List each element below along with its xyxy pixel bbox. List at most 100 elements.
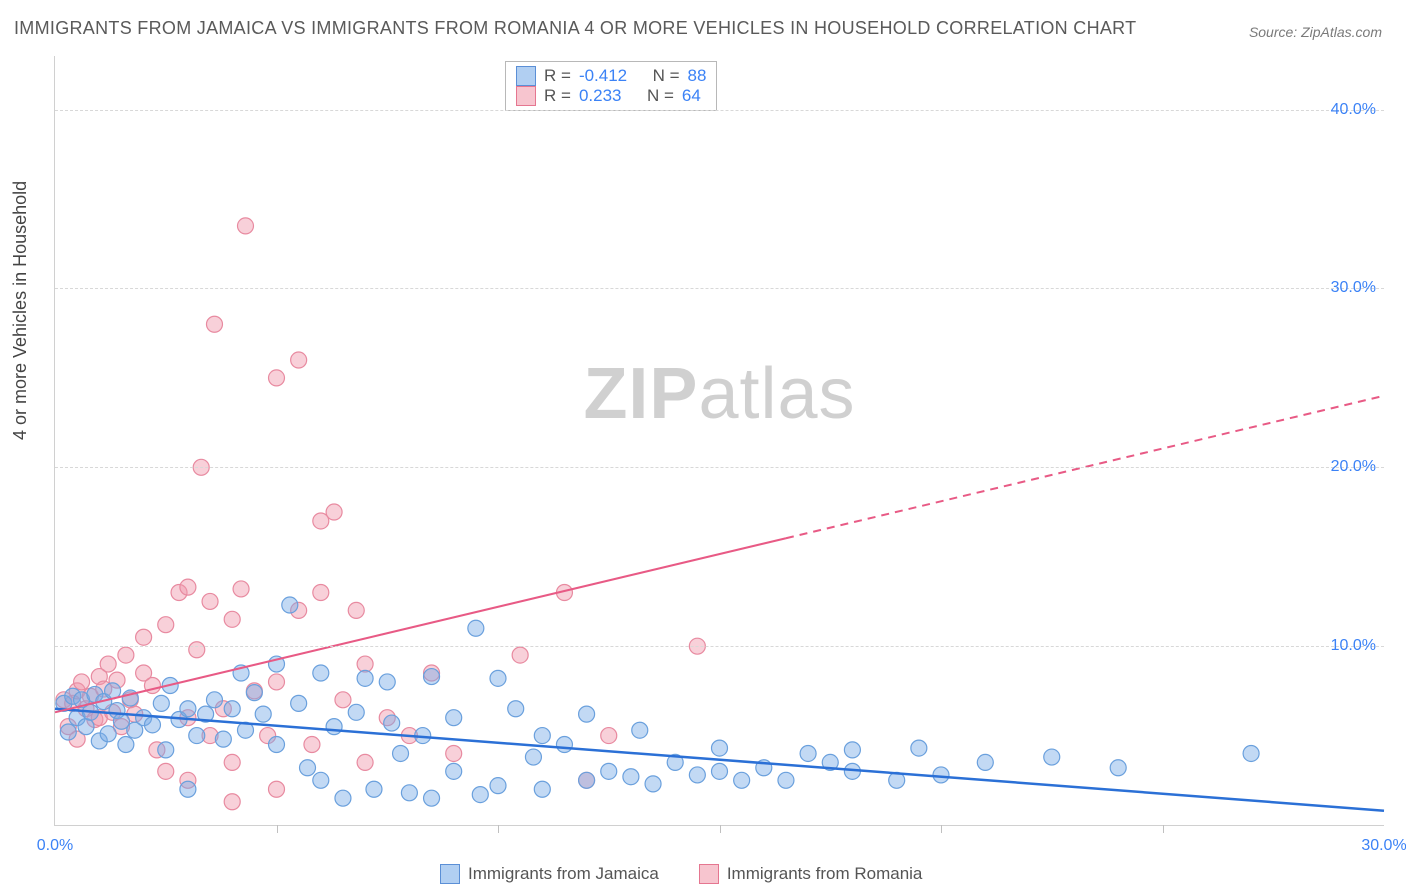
jamaica-point: [118, 737, 134, 753]
romania-point: [237, 218, 253, 234]
jamaica-point: [180, 781, 196, 797]
gridline: [55, 467, 1384, 468]
jamaica-point: [712, 740, 728, 756]
plot-area: ZIPatlas R = -0.412 N = 88 R = 0.233 N =…: [54, 56, 1384, 826]
jamaica-point: [534, 781, 550, 797]
romania-point: [136, 629, 152, 645]
romania-point: [158, 763, 174, 779]
jamaica-point: [778, 772, 794, 788]
jamaica-point: [313, 665, 329, 681]
romania-point: [269, 781, 285, 797]
romania-point: [158, 617, 174, 633]
jamaica-point: [144, 717, 160, 733]
romania-point: [357, 754, 373, 770]
jamaica-point: [534, 728, 550, 744]
x-tick: [941, 825, 942, 833]
jamaica-point: [424, 790, 440, 806]
jamaica-point: [911, 740, 927, 756]
jamaica-point: [734, 772, 750, 788]
jamaica-point: [153, 695, 169, 711]
jamaica-point: [357, 670, 373, 686]
romania-point: [189, 642, 205, 658]
jamaica-point: [623, 769, 639, 785]
gridline: [55, 110, 1384, 111]
source-label: Source: ZipAtlas.com: [1249, 24, 1382, 40]
gridline: [55, 288, 1384, 289]
legend-bottom: Immigrants from Jamaica Immigrants from …: [440, 864, 922, 884]
jamaica-point: [556, 737, 572, 753]
y-tick-label: 30.0%: [1331, 279, 1376, 297]
jamaica-point: [712, 763, 728, 779]
chart-title: IMMIGRANTS FROM JAMAICA VS IMMIGRANTS FR…: [14, 18, 1136, 39]
y-tick-label: 20.0%: [1331, 458, 1376, 476]
x-tick: [1163, 825, 1164, 833]
x-tick: [277, 825, 278, 833]
jamaica-point: [366, 781, 382, 797]
jamaica-point: [313, 772, 329, 788]
x-tick-label: 30.0%: [1361, 837, 1406, 855]
jamaica-point: [525, 749, 541, 765]
jamaica-point: [424, 669, 440, 685]
jamaica-point: [326, 719, 342, 735]
romania-point: [291, 352, 307, 368]
romania-point: [304, 737, 320, 753]
jamaica-point: [579, 706, 595, 722]
jamaica-point: [206, 692, 222, 708]
romania-point: [357, 656, 373, 672]
romania-point: [224, 754, 240, 770]
jamaica-point: [246, 685, 262, 701]
jamaica-point: [335, 790, 351, 806]
romania-point: [335, 692, 351, 708]
jamaica-point: [348, 704, 364, 720]
romania-point: [512, 647, 528, 663]
jamaica-point: [933, 767, 949, 783]
swatch-romania-icon: [699, 864, 719, 884]
romania-point: [313, 585, 329, 601]
jamaica-point: [393, 745, 409, 761]
chart-svg: [55, 56, 1384, 825]
jamaica-point: [490, 670, 506, 686]
jamaica-point: [468, 620, 484, 636]
jamaica-point: [180, 701, 196, 717]
y-tick-label: 40.0%: [1331, 101, 1376, 119]
jamaica-point: [255, 706, 271, 722]
jamaica-trendline: [55, 709, 1384, 811]
legend-item-romania: Immigrants from Romania: [699, 864, 923, 884]
jamaica-point: [379, 674, 395, 690]
x-tick: [720, 825, 721, 833]
jamaica-point: [446, 710, 462, 726]
romania-point: [180, 579, 196, 595]
jamaica-point: [645, 776, 661, 792]
jamaica-point: [291, 695, 307, 711]
jamaica-point: [490, 778, 506, 794]
jamaica-point: [800, 745, 816, 761]
romania-point: [224, 611, 240, 627]
romania-point: [326, 504, 342, 520]
jamaica-point: [300, 760, 316, 776]
jamaica-point: [78, 719, 94, 735]
jamaica-point: [472, 787, 488, 803]
y-axis-label: 4 or more Vehicles in Household: [10, 181, 31, 440]
jamaica-point: [601, 763, 617, 779]
jamaica-point: [1110, 760, 1126, 776]
gridline: [55, 646, 1384, 647]
romania-point: [348, 602, 364, 618]
jamaica-point: [632, 722, 648, 738]
romania-point: [206, 316, 222, 332]
jamaica-point: [189, 728, 205, 744]
jamaica-point: [446, 763, 462, 779]
legend-label-romania: Immigrants from Romania: [727, 864, 923, 884]
romania-point: [269, 674, 285, 690]
romania-point: [233, 581, 249, 597]
x-tick-label: 0.0%: [37, 837, 73, 855]
romania-point: [224, 794, 240, 810]
jamaica-point: [508, 701, 524, 717]
jamaica-point: [1044, 749, 1060, 765]
jamaica-point: [401, 785, 417, 801]
jamaica-point: [282, 597, 298, 613]
jamaica-point: [977, 754, 993, 770]
romania-point: [118, 647, 134, 663]
jamaica-point: [60, 724, 76, 740]
x-tick: [498, 825, 499, 833]
romania-point: [446, 745, 462, 761]
